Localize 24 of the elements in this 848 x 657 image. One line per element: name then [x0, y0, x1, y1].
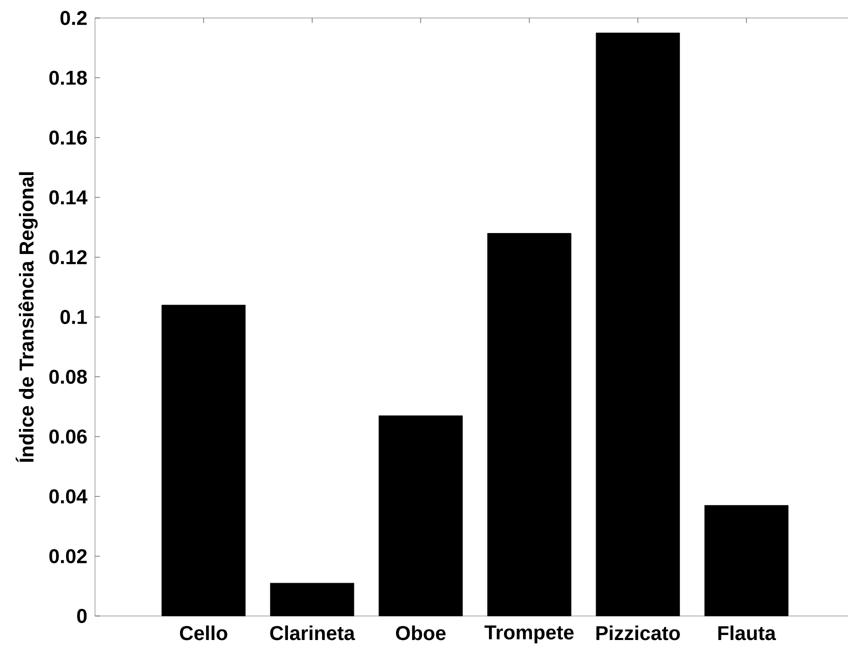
y-tick-label: 0.18	[49, 70, 87, 85]
y-axis-title: Índice de Transiência Regional	[16, 172, 38, 462]
y-tick-label: 0.14	[49, 190, 88, 204]
y-tick-label: 0.02	[49, 549, 87, 564]
y-tick-label: 0.12	[49, 250, 87, 264]
y-tick-label: 0.08	[49, 370, 87, 384]
y-tick-label: 0.16	[49, 130, 87, 145]
x-tick-label: Oboe	[396, 626, 446, 640]
bar	[270, 582, 354, 616]
bar	[378, 415, 463, 616]
y-tick-label: 0	[77, 608, 87, 624]
y-tick-label: 0.1	[60, 310, 87, 324]
x-tick-label: Flauta	[718, 626, 776, 640]
bar	[487, 233, 572, 616]
x-tick-label: Pizzicato	[596, 626, 680, 640]
y-tick-label: 0.06	[49, 430, 87, 444]
bar	[704, 505, 788, 616]
x-tick-label: Clarineta	[270, 626, 356, 640]
x-tick-label: Trompete	[484, 626, 574, 644]
y-tick-label: 0.2	[60, 10, 87, 26]
bar	[596, 32, 680, 616]
y-tick-label: 0.04	[49, 489, 88, 504]
x-tick-label: Cello	[180, 626, 228, 640]
bar	[162, 304, 246, 616]
